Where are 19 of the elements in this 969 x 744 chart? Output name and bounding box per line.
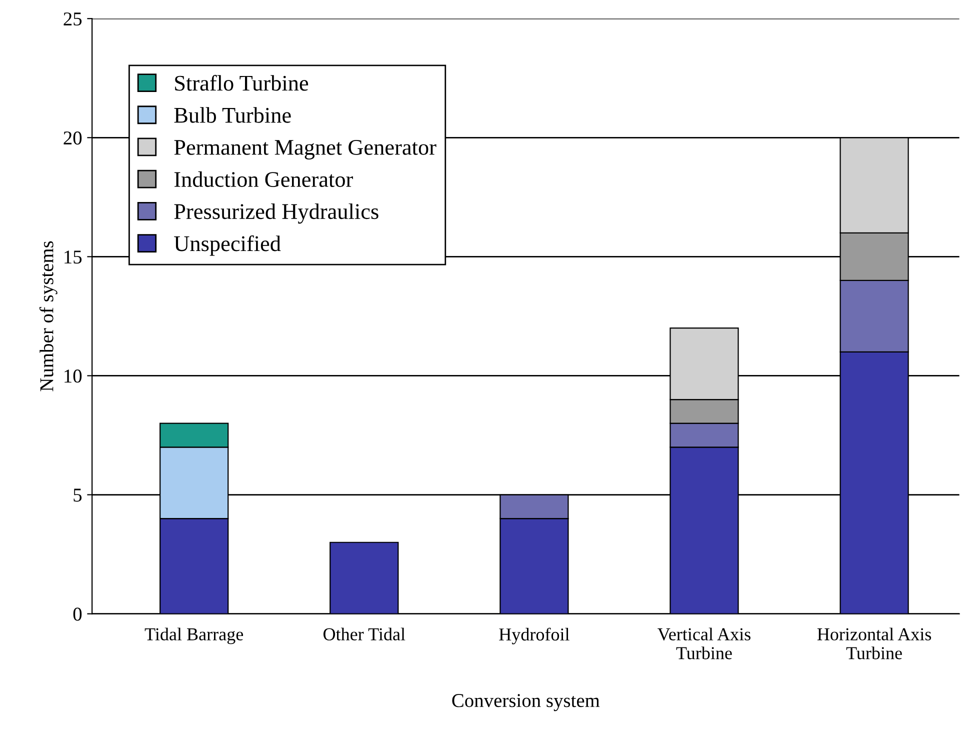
legend-label: Induction Generator [174, 171, 353, 188]
y-tick-label: 20 [64, 131, 82, 145]
y-tick-label: 10 [64, 370, 82, 383]
y-tick-label: 15 [64, 250, 82, 264]
x-tick-label: Tidal Barrage [144, 628, 244, 644]
y-tick-label: 0 [73, 608, 82, 621]
legend-label: Unspecified [174, 235, 281, 256]
legend-label: Straflo Turbine [175, 74, 308, 91]
x-tick-label: Vertical Axis Turbine [658, 628, 750, 660]
legend-label: Permanent Magnet Generator [174, 140, 436, 160]
x-tick-label: Horizontal Axis Turbine [817, 628, 932, 660]
y-tick-label: 25 [64, 12, 82, 26]
legend-label: Bulb Turbine [174, 107, 291, 123]
y-axis-title: Number of systems [39, 241, 58, 392]
x-tick-label: Hydrofoil [499, 628, 570, 644]
x-tick-label: Other Tidal [323, 628, 406, 640]
x-axis-title: Conversion system [452, 694, 600, 712]
legend-label: Pressurized Hydraulics [174, 203, 378, 224]
y-tick-label: 5 [74, 488, 82, 502]
